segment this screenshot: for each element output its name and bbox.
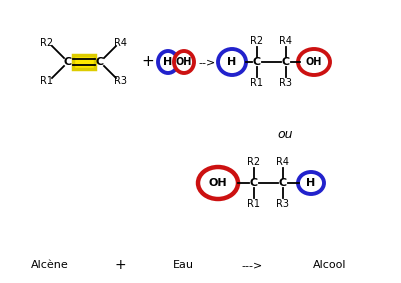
Text: R2: R2 [247,157,260,167]
Ellipse shape [198,167,237,199]
Ellipse shape [297,49,329,75]
Text: R3: R3 [276,199,289,209]
Text: H: H [163,57,172,67]
Text: R1: R1 [250,78,263,88]
Text: ou: ou [277,128,292,142]
Text: R4: R4 [276,157,289,167]
Text: C: C [64,57,72,67]
Text: C: C [281,57,290,67]
Text: OH: OH [208,178,227,188]
Text: Alcool: Alcool [312,260,346,270]
Ellipse shape [158,51,178,73]
Ellipse shape [217,49,245,75]
Text: R3: R3 [114,76,127,86]
Text: H: H [306,178,315,188]
Text: C: C [278,178,286,188]
Text: R1: R1 [41,76,53,86]
Text: OH: OH [175,57,192,67]
Text: +: + [114,258,126,272]
Text: Eau: Eau [172,260,193,270]
FancyBboxPatch shape [73,55,95,69]
Text: R4: R4 [279,36,292,46]
Text: H: H [227,57,236,67]
Text: R1: R1 [247,199,260,209]
Text: C: C [96,57,104,67]
Text: C: C [249,178,257,188]
Text: R3: R3 [279,78,292,88]
Text: +: + [141,55,154,70]
Text: R4: R4 [114,38,127,48]
Text: OH: OH [305,57,321,67]
Ellipse shape [174,51,194,73]
Ellipse shape [297,172,323,194]
Text: R2: R2 [41,38,53,48]
Text: -->: --> [198,57,215,67]
Text: C: C [252,57,260,67]
Text: --->: ---> [241,260,262,270]
Text: Alcène: Alcène [31,260,69,270]
Text: R2: R2 [250,36,263,46]
